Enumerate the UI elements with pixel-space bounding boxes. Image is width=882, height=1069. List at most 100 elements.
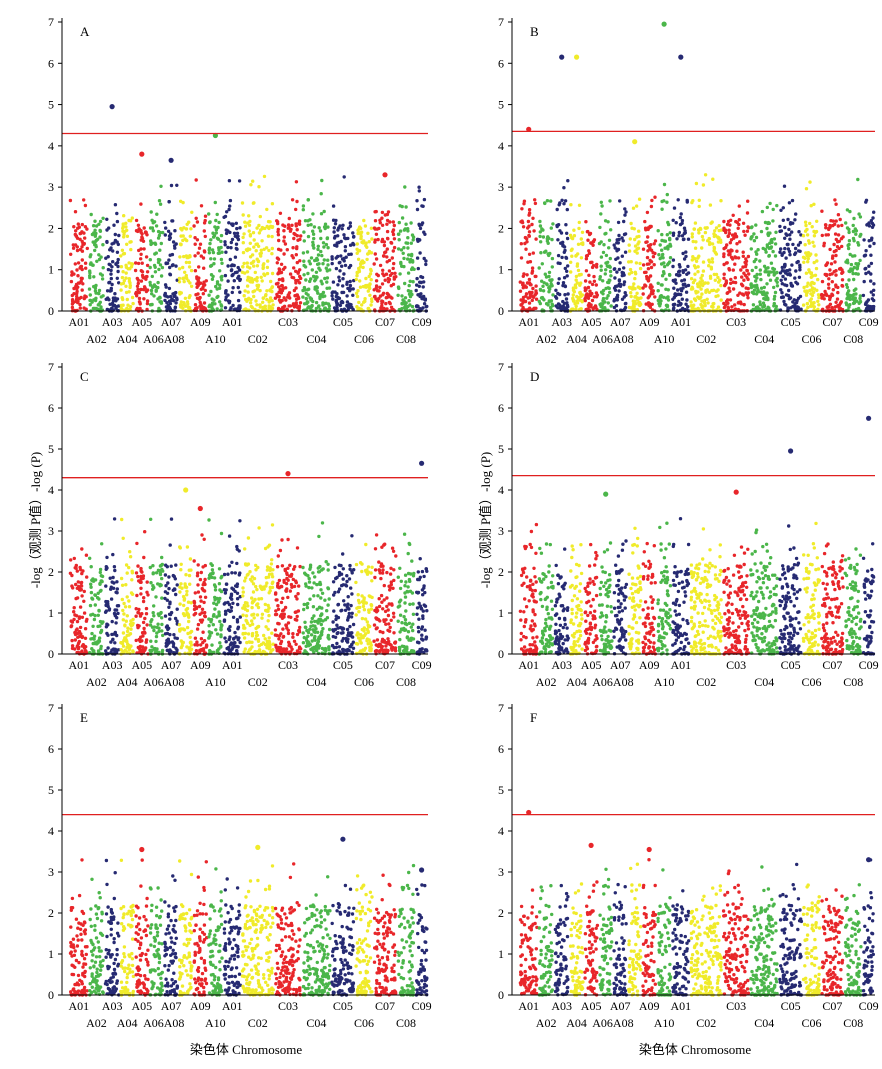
snp-point [151, 584, 154, 587]
snp-point [302, 208, 305, 211]
chromosome-label-top: A09 [639, 315, 660, 329]
snp-point [575, 254, 578, 257]
snp-point [239, 615, 242, 618]
snp-point [406, 246, 409, 249]
snp-point [303, 286, 306, 289]
snp-point [834, 254, 837, 257]
snp-point [199, 599, 202, 602]
snp-point [111, 260, 114, 263]
snp-point [289, 272, 292, 275]
snp-point [794, 269, 797, 272]
snp-point [304, 219, 307, 222]
snp-point [134, 261, 137, 264]
snp-point [833, 250, 836, 253]
snp-point [111, 249, 114, 252]
snp-point [538, 220, 541, 223]
snp-point [811, 225, 814, 228]
snp-point [110, 265, 113, 268]
snp-point [290, 648, 293, 651]
snp-point [236, 235, 239, 238]
snp-point [350, 592, 353, 595]
snp-point [158, 249, 161, 252]
snp-point [194, 243, 197, 246]
snp-point [549, 199, 552, 202]
snp-point [315, 301, 318, 304]
snp-point [111, 620, 114, 623]
snp-point [119, 288, 122, 291]
snp-point [199, 619, 202, 622]
snp-point [532, 229, 535, 232]
snp-point [541, 296, 544, 299]
snp-point [195, 649, 198, 652]
snp-point [376, 238, 379, 241]
snp-point [296, 633, 299, 636]
snp-point [120, 265, 123, 268]
snp-point [780, 229, 783, 232]
snp-point [520, 219, 523, 222]
snp-point [83, 590, 86, 593]
snp-point [342, 577, 345, 580]
snp-point [99, 568, 102, 571]
snp-point [267, 235, 270, 238]
snp-point [164, 573, 167, 576]
snp-point [356, 252, 359, 255]
snp-point [149, 258, 152, 261]
snp-point [535, 298, 538, 301]
snp-point [74, 210, 77, 213]
snp-point [150, 289, 153, 292]
snp-point [288, 296, 291, 299]
snp-point [72, 225, 75, 228]
snp-point [268, 573, 271, 576]
snp-point [709, 275, 712, 278]
snp-point [669, 244, 672, 247]
snp-point [407, 271, 410, 274]
snp-point [296, 272, 299, 275]
snp-point [796, 282, 799, 285]
snp-point [691, 235, 694, 238]
snp-point [196, 292, 199, 295]
snp-point [539, 240, 542, 243]
snp-point [101, 217, 104, 220]
snp-point [173, 295, 176, 298]
snp-point [304, 278, 307, 281]
snp-point [315, 271, 318, 274]
snp-point [731, 233, 734, 236]
snp-point [317, 570, 320, 573]
snp-point [380, 299, 383, 302]
snp-point [130, 591, 133, 594]
snp-point [847, 247, 850, 250]
snp-point [167, 230, 170, 233]
snp-point [238, 179, 241, 182]
snp-point [820, 296, 823, 299]
snp-point [181, 266, 184, 269]
snp-point [653, 263, 656, 266]
snp-point [250, 277, 253, 280]
snp-point [566, 208, 569, 211]
snp-point [131, 570, 134, 573]
snp-point [164, 233, 167, 236]
snp-point [846, 208, 849, 211]
snp-point [172, 240, 175, 243]
snp-point [99, 220, 102, 223]
snp-point [100, 629, 103, 632]
snp-point [547, 290, 550, 293]
snp-point [756, 248, 759, 251]
snp-point [738, 204, 741, 207]
snp-point [156, 623, 159, 626]
snp-point [176, 583, 179, 586]
snp-point [243, 289, 246, 292]
snp-point [267, 249, 270, 252]
snp-point [134, 615, 137, 618]
snp-point [122, 618, 125, 621]
snp-point [765, 227, 768, 230]
snp-point [321, 262, 324, 265]
snp-point [702, 269, 705, 272]
snp-point [558, 229, 561, 232]
snp-point [185, 239, 188, 242]
snp-point [600, 269, 603, 272]
snp-point [785, 269, 788, 272]
snp-point [310, 586, 313, 589]
snp-point [160, 556, 163, 559]
snp-point [617, 241, 620, 244]
snp-point [653, 295, 656, 298]
